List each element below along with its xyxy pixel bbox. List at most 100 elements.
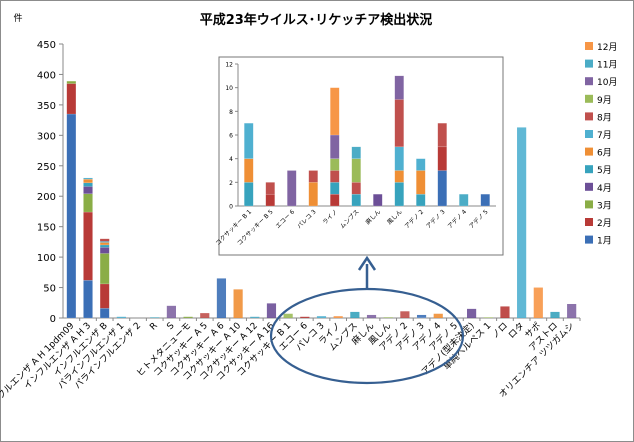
bar-segment bbox=[99, 308, 110, 319]
inset-bar-segment bbox=[351, 182, 361, 195]
inset-bar-segment bbox=[459, 193, 469, 207]
inset-y-tick-label: 6 bbox=[229, 133, 233, 140]
y-tick-label: 50 bbox=[43, 284, 56, 295]
legend-swatch bbox=[585, 59, 593, 68]
legend-label: 5月 bbox=[597, 165, 612, 176]
inset-bar-segment bbox=[394, 75, 404, 100]
inset-bar-segment bbox=[416, 193, 426, 207]
legend-label: 1月 bbox=[597, 236, 612, 247]
bar-segment bbox=[99, 244, 110, 248]
legend-label: 2月 bbox=[597, 218, 612, 229]
bar-segment bbox=[350, 311, 360, 318]
y-tick-label: 300 bbox=[37, 131, 56, 142]
inset-bar-segment bbox=[351, 146, 361, 159]
zoom-ellipse bbox=[269, 255, 465, 385]
inset-bar-segment bbox=[308, 182, 318, 207]
bar-segment bbox=[300, 316, 310, 318]
legend-swatch bbox=[585, 147, 593, 156]
inset-y-tick-label: 8 bbox=[229, 109, 233, 116]
inset-bar-segment bbox=[330, 158, 340, 171]
legend-swatch bbox=[585, 218, 593, 226]
bar-segment bbox=[99, 253, 110, 285]
bar-segment bbox=[100, 238, 110, 242]
bar-segment bbox=[66, 83, 77, 115]
legend-label: 11月 bbox=[597, 60, 617, 71]
legend-swatch bbox=[585, 112, 593, 121]
x-tick-label: ノロ bbox=[490, 321, 510, 341]
inset-frame bbox=[218, 56, 504, 256]
legend-swatch bbox=[585, 77, 593, 86]
bar-segment bbox=[266, 303, 277, 318]
bar-segment bbox=[83, 177, 93, 180]
inset-y-tick-label: 0 bbox=[229, 204, 233, 211]
inset-bar-segment bbox=[416, 158, 426, 171]
inset-bar-segment bbox=[330, 87, 340, 136]
x-tick-label: ロタ bbox=[506, 320, 527, 341]
bar-segment bbox=[467, 308, 477, 318]
bar-segment bbox=[567, 303, 577, 318]
legend-swatch bbox=[585, 94, 593, 103]
bar-segment bbox=[83, 211, 93, 281]
inset-bar-segment bbox=[308, 170, 318, 183]
zoom-arrowhead bbox=[357, 255, 377, 271]
y-tick-label: 400 bbox=[37, 70, 56, 81]
bar-segment bbox=[99, 241, 110, 243]
bar-segment bbox=[83, 186, 93, 194]
inset-bar-segment bbox=[287, 170, 297, 207]
legend-label: 9月 bbox=[597, 95, 612, 106]
inset-bar-segment bbox=[265, 182, 275, 195]
inset-bar-segment bbox=[480, 193, 490, 207]
y-tick-label: 350 bbox=[37, 101, 56, 112]
bar-segment bbox=[83, 193, 93, 213]
inset-bar-segment bbox=[265, 193, 275, 207]
legend-swatch bbox=[585, 165, 593, 174]
inset-y-tick-label: 10 bbox=[225, 85, 233, 92]
y-tick-label: 200 bbox=[37, 192, 56, 203]
chart-title: 平成23年ウイルス･リケッチア検出状況 bbox=[200, 12, 433, 28]
bar-segment bbox=[517, 127, 527, 318]
inset-bar-segment bbox=[437, 122, 447, 148]
inset-bar-segment bbox=[330, 170, 340, 183]
x-tick-label: R bbox=[148, 321, 160, 333]
inset-y-tick-label: 12 bbox=[225, 62, 233, 69]
legend-swatch bbox=[585, 42, 593, 50]
bar-segment bbox=[366, 314, 377, 318]
bar-segment bbox=[83, 178, 93, 184]
bar-segment bbox=[250, 316, 260, 318]
inset-bar-segment bbox=[330, 193, 340, 207]
legend: 12月 11月 10月 9月 8月 7月 6月 5月 4月 3月 2月 1月 bbox=[585, 42, 617, 247]
y-tick-label: 0 bbox=[50, 314, 56, 325]
bar-segment bbox=[283, 313, 293, 318]
y-tick-label: 150 bbox=[37, 223, 56, 234]
bar-segment bbox=[99, 242, 110, 246]
bar-segment bbox=[216, 278, 227, 318]
bar-segment bbox=[200, 313, 210, 318]
inset-y-tick-label: 4 bbox=[229, 156, 233, 163]
bar-segment bbox=[66, 113, 77, 319]
bar-segment bbox=[333, 316, 343, 318]
bar-segment bbox=[183, 316, 193, 318]
legend-swatch bbox=[585, 130, 593, 138]
bar-segment bbox=[383, 317, 393, 318]
inset-bar-segment bbox=[437, 170, 447, 207]
bar-segment bbox=[533, 287, 543, 318]
inset-bar-segment bbox=[351, 158, 361, 183]
inset-bar-segment bbox=[416, 170, 426, 195]
bar-segment bbox=[433, 313, 443, 318]
legend-label: 6月 bbox=[597, 148, 612, 159]
inset-bar-segment bbox=[394, 146, 404, 171]
bar-segment bbox=[416, 317, 427, 319]
legend-label: 3月 bbox=[597, 200, 612, 211]
legend-swatch bbox=[585, 182, 593, 191]
y-axis-label: 件 bbox=[13, 12, 22, 24]
inset-bar-segment bbox=[373, 193, 383, 207]
bar-segment bbox=[66, 80, 77, 84]
inset-bar-segment bbox=[330, 182, 340, 195]
inset-bar-segment bbox=[394, 170, 404, 183]
inset-bar-segment bbox=[351, 193, 361, 207]
x-tick-label: S bbox=[165, 321, 176, 332]
legend-label: 7月 bbox=[597, 130, 612, 141]
bar-segment bbox=[550, 311, 560, 318]
